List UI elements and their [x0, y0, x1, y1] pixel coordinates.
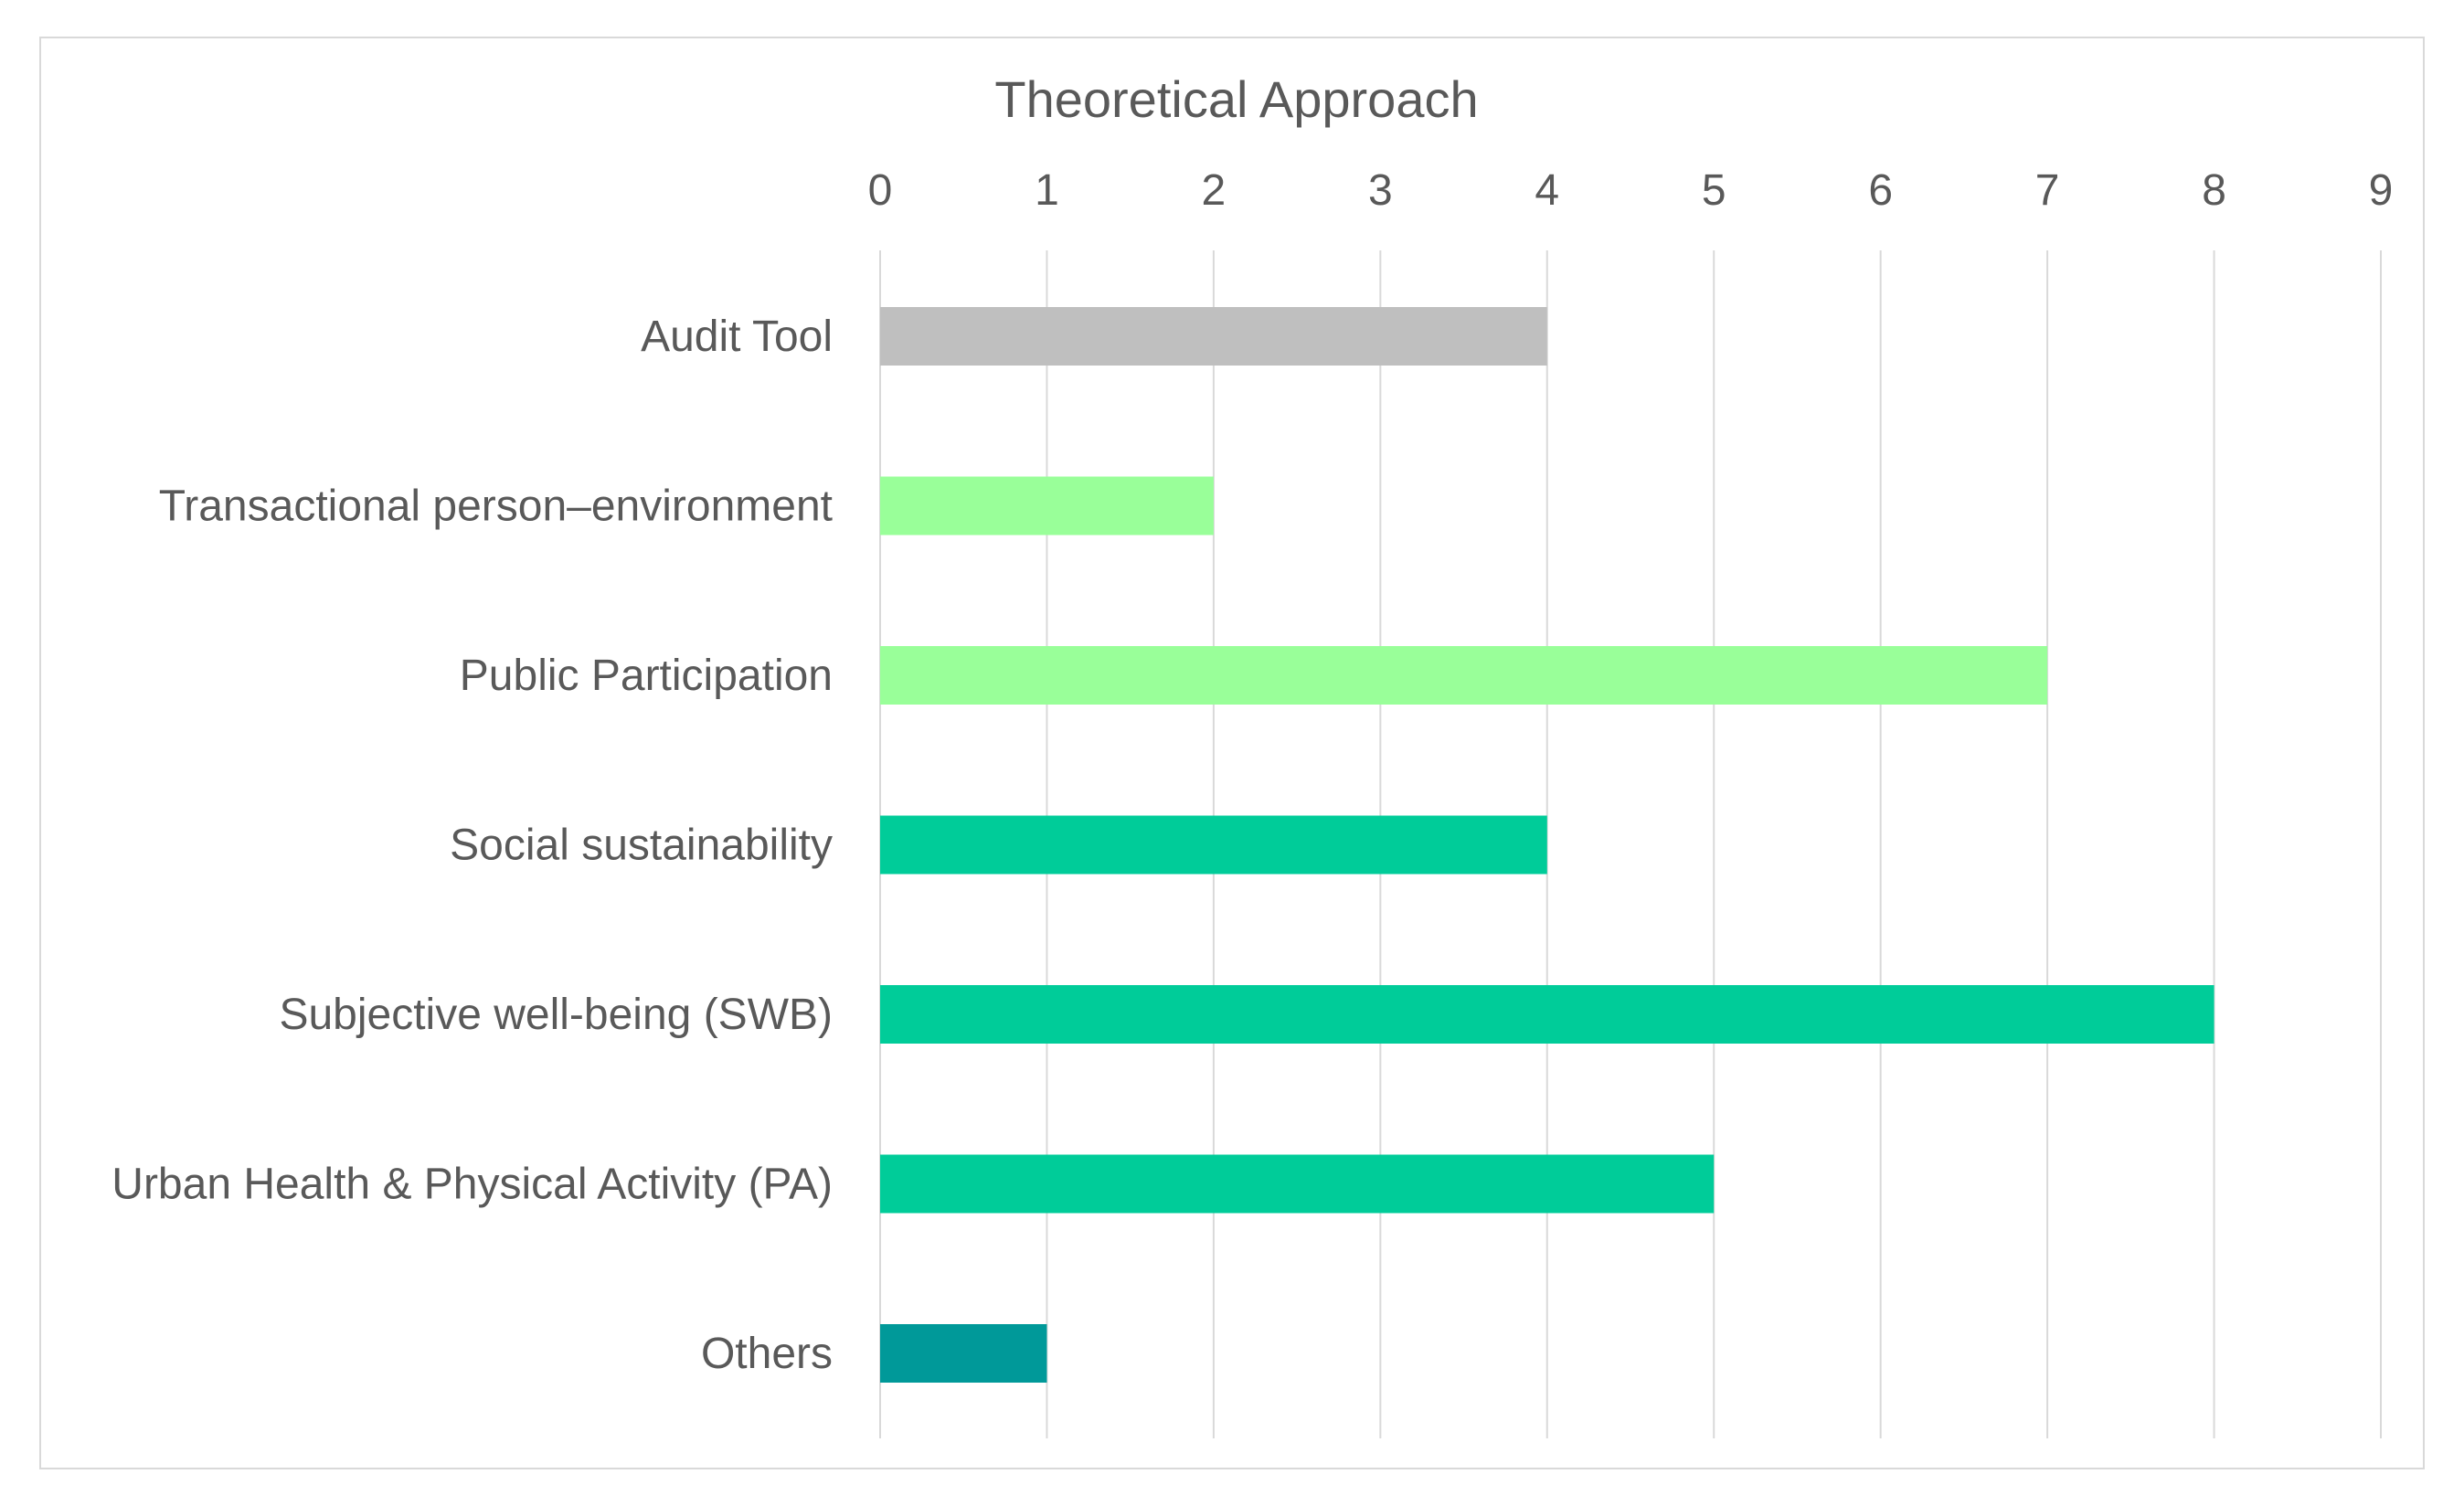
- x-tick-label: 1: [1035, 166, 1059, 215]
- category-label: Transactional person–environment: [159, 483, 833, 531]
- x-tick-label: 6: [1868, 166, 1893, 215]
- category-label: Others: [701, 1330, 833, 1378]
- bar: [880, 815, 1547, 875]
- x-tick-label: 2: [1202, 166, 1227, 215]
- x-tick-label: 9: [2369, 166, 2394, 215]
- x-tick-label: 3: [1368, 166, 1393, 215]
- chart-title: Theoretical Approach: [994, 70, 1478, 128]
- bar: [880, 307, 1547, 366]
- x-tick-label: 5: [1702, 166, 1726, 215]
- bar: [880, 1154, 1715, 1214]
- bar: [880, 476, 1214, 536]
- bar: [880, 646, 2048, 705]
- category-label: Urban Health & Physical Activity (PA): [112, 1161, 833, 1209]
- x-tick-label: 8: [2202, 166, 2226, 215]
- bar: [880, 1324, 1047, 1383]
- category-label: Subjective well-being (SWB): [279, 991, 833, 1039]
- chart-frame: 0 1 2 3 4 5 6 7 8 9 Audit Tool Transactional perso…: [39, 37, 2425, 1469]
- x-tick-label: 0: [868, 166, 893, 215]
- category-label: Audit Tool: [641, 313, 833, 361]
- category-label: Public Participation: [460, 652, 833, 700]
- category-labels: Audit Tool Transactional person–environme…: [112, 313, 833, 1378]
- bar: [880, 985, 2214, 1044]
- bar-chart: 0 1 2 3 4 5 6 7 8 9 Audit Tool Transactional perso…: [112, 70, 2394, 1438]
- x-tick-label: 7: [2035, 166, 2060, 215]
- x-axis-ticks: 0 1 2 3 4 5 6 7 8 9: [868, 166, 2394, 215]
- bars: [880, 307, 2214, 1383]
- x-tick-label: 4: [1535, 166, 1559, 215]
- category-label: Social sustainability: [450, 822, 833, 870]
